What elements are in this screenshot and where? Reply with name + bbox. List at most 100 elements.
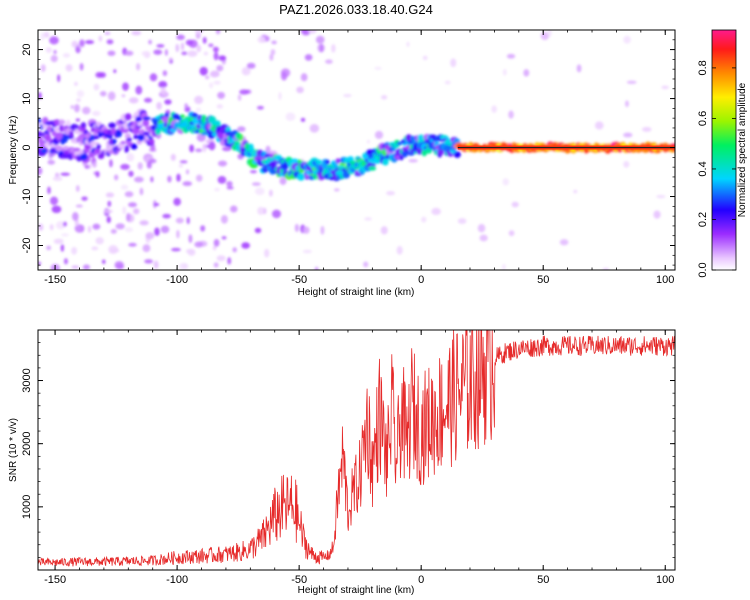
spectrogram-cell: [232, 247, 237, 253]
spectrogram-ridge-cell: [453, 151, 461, 158]
spectrogram-cell: [122, 82, 129, 91]
spectrogram-cell: [128, 202, 137, 208]
spectrogram-cell: [38, 223, 44, 231]
spectrogram-cell: [502, 263, 506, 270]
spectrogram-cell: [160, 225, 170, 234]
spectrogram-cell: [49, 224, 54, 231]
spectrogram-cell: [170, 153, 176, 161]
spectrogram-ridge-cell: [155, 127, 161, 136]
spectrogram-cell: [380, 95, 388, 100]
spectrogram-cell: [227, 257, 232, 265]
spectrogram-cell: [144, 259, 154, 264]
snr-x-tick-label: -50: [291, 574, 307, 586]
spectrogram-ridge-cell: [38, 131, 43, 137]
spectrogram-ridge-cell: [124, 133, 131, 139]
snr-y-label: SNR (10 * v/v): [8, 418, 19, 482]
colorbar-tick-label: 0.2: [697, 212, 709, 227]
spectrogram-cell: [184, 103, 188, 109]
spectrogram-tone-center: [457, 146, 675, 149]
spectrogram-cell: [431, 207, 441, 216]
spectrogram-cell: [272, 209, 282, 219]
spectrogram-cell: [502, 178, 509, 186]
spectrogram-cell: [189, 144, 195, 153]
spectrogram-cell: [279, 177, 287, 185]
spectrogram-cell: [653, 210, 661, 219]
snr-y-tick-label: 1000: [21, 495, 33, 519]
spectrogram-cell: [187, 248, 196, 256]
spectrogram-cell: [205, 75, 210, 80]
spectrogram-cell: [386, 190, 396, 196]
spectrogram-cell: [195, 107, 201, 113]
spectrogram-cell: [264, 248, 270, 258]
spectrogram-ridge-cell: [335, 158, 341, 164]
spectrogram-cell: [40, 64, 46, 72]
spectrogram-cell: [296, 86, 304, 94]
spectrogram-cell: [70, 105, 74, 109]
spectrogram-cell: [72, 212, 79, 221]
spectrogram-cell: [265, 145, 271, 154]
spectrogram-cell: [38, 92, 42, 100]
spectrogram-ridge-cell: [335, 169, 343, 176]
spectrogram-cell: [602, 267, 610, 270]
spectrogram-ridge-cell: [79, 153, 88, 161]
spectrogram-ridge-cell: [132, 127, 140, 135]
spectrogram-cell: [142, 244, 151, 253]
spectrogram-x-label: Height of straight line (km): [298, 287, 415, 298]
spectrogram-cell: [216, 104, 223, 109]
snr-series-line: [38, 330, 675, 567]
spectrogram-cell: [188, 234, 193, 243]
spectrogram-ridge-cell: [130, 143, 138, 150]
spectrogram-cell: [264, 35, 270, 42]
spectrogram-cell: [75, 204, 83, 208]
spectrogram-cell: [60, 244, 65, 252]
spectrogram-cell: [168, 57, 173, 61]
spectrogram-cell: [202, 36, 207, 44]
spectrogram-cell: [479, 234, 488, 242]
spectrogram-ridge-cell: [148, 138, 155, 145]
spectrogram-cell: [302, 249, 313, 254]
colorbar-scale: [711, 29, 737, 271]
spectrogram-ridge-cell: [338, 165, 344, 170]
spectrogram-cell: [75, 118, 81, 122]
spectrogram-cell: [656, 194, 666, 199]
spectrogram-cell: [269, 53, 274, 61]
spectrogram-cell: [256, 105, 264, 110]
spectrogram-cell: [95, 237, 104, 245]
spectrogram-ridge-cell: [213, 120, 221, 126]
spectrogram-cell: [254, 187, 265, 196]
spectrogram-cell: [249, 169, 257, 174]
spectrogram-cell: [156, 101, 162, 110]
spectrogram-cell: [218, 55, 227, 61]
spectrogram-cell: [110, 229, 117, 234]
spectrogram-cell: [79, 62, 84, 71]
spectrogram-y-tick-label: 10: [21, 92, 33, 104]
spectrogram-cell: [374, 130, 384, 140]
spectrogram-cell: [314, 266, 319, 270]
spectrogram-cell: [285, 112, 296, 121]
spectrogram-ridge-cell: [38, 140, 46, 147]
spectrogram-cell: [74, 104, 80, 113]
spectrogram-cell: [229, 205, 238, 213]
spectrogram-cell: [115, 263, 125, 270]
spectrogram-ridge-cell: [248, 143, 254, 152]
spectrogram-cell: [38, 261, 41, 266]
spectrogram-cell: [92, 223, 101, 230]
spectrogram-cell: [53, 50, 57, 55]
spectrogram-cell: [133, 208, 140, 215]
spectrogram-cell: [523, 69, 530, 77]
spectrogram-cell: [309, 123, 320, 133]
spectrogram-cell: [85, 40, 95, 45]
spectrogram-cell: [131, 30, 142, 36]
spectrogram-cell: [212, 46, 219, 53]
spectrogram-cell: [153, 49, 163, 55]
spectrogram-cell: [154, 227, 160, 236]
spectrogram-cell: [363, 261, 369, 268]
spectrogram-cell: [626, 80, 637, 84]
spectrogram-cell: [331, 43, 336, 53]
spectrogram-cell: [50, 55, 58, 63]
spectrogram-cell: [106, 216, 111, 224]
spectrogram-cell: [107, 50, 116, 56]
spectrogram-cell: [103, 209, 113, 214]
spectrogram-cell: [95, 171, 100, 178]
snr-x-tick-label: 50: [537, 574, 549, 586]
